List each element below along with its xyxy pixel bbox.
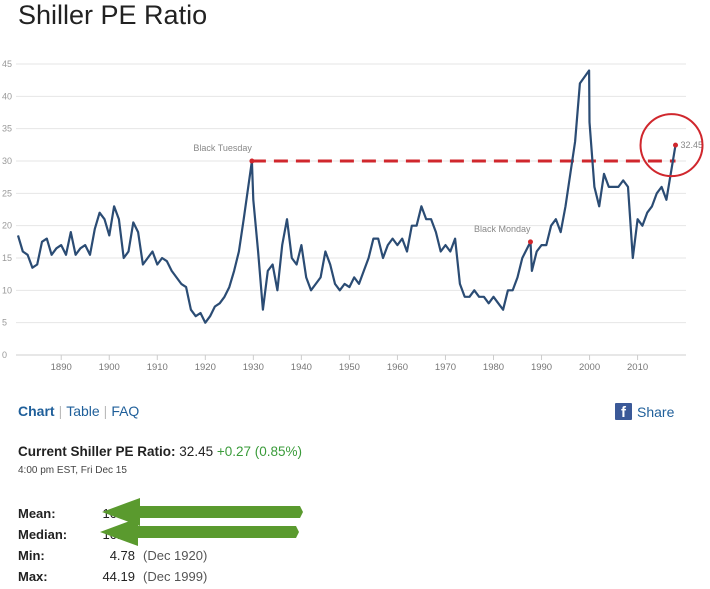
x-tick-label: 1990 (531, 362, 552, 373)
y-tick-label: 20 (2, 221, 12, 231)
current-pe-value: 32.45 (179, 444, 214, 459)
x-tick-label: 2010 (627, 362, 648, 373)
y-tick-label: 45 (2, 59, 12, 69)
stat-row-mean: Mean: 16.80 (18, 503, 207, 524)
y-tick-label: 15 (2, 253, 12, 263)
x-tick-label: 1970 (435, 362, 456, 373)
annotation-point (249, 158, 255, 164)
x-tick-label: 1910 (147, 362, 168, 373)
stat-date: (Dec 1999) (143, 569, 208, 584)
chart-tabs: Chart | Table | FAQ (18, 403, 139, 419)
share-button[interactable]: f Share (615, 403, 674, 420)
y-tick-label: 40 (2, 91, 12, 101)
y-tick-label: 35 (2, 124, 12, 134)
x-tick-label: 1900 (99, 362, 120, 373)
x-tick-label: 1920 (195, 362, 216, 373)
stats-table: Mean: 16.80 Median: 16.15 Min: 4.78 (Dec… (18, 503, 207, 587)
x-tick-label: 1950 (339, 362, 360, 373)
stat-date: (Dec 1920) (143, 548, 208, 563)
x-tick-label: 1960 (387, 362, 408, 373)
annotation-label: 32.45 (681, 140, 704, 150)
y-tick-label: 5 (2, 318, 7, 328)
current-pe: Current Shiller PE Ratio: 32.45 +0.27 (0… (18, 444, 302, 459)
stat-label: Median: (18, 527, 68, 542)
current-pe-label: Current Shiller PE Ratio: (18, 444, 176, 459)
stat-value: 4.78 (109, 548, 135, 563)
x-tick-label: 1940 (291, 362, 312, 373)
pe-line (16, 69, 677, 324)
chart-annotations: Black Tuesday Black Monday 32.45 (193, 113, 704, 245)
tab-separator: | (103, 403, 108, 419)
tab-faq[interactable]: FAQ (111, 403, 140, 419)
chart-grid (16, 63, 686, 360)
tab-separator: | (58, 403, 63, 419)
y-tick-label: 0 (2, 350, 7, 360)
facebook-icon: f (615, 403, 632, 420)
stat-label: Mean: (18, 506, 56, 521)
pe-series (16, 69, 677, 324)
annotation-point (527, 239, 533, 245)
annotation-label: Black Monday (474, 224, 531, 234)
y-tick-label: 25 (2, 188, 12, 198)
stat-row-median: Median: 16.15 (18, 524, 207, 545)
stat-label: Min: (18, 548, 45, 563)
share-label: Share (637, 403, 675, 420)
timestamp: 4:00 pm EST, Fri Dec 15 (18, 465, 127, 476)
stat-label: Max: (18, 569, 48, 584)
current-pe-change: +0.27 (0.85%) (216, 444, 303, 459)
tab-table[interactable]: Table (66, 403, 100, 419)
x-tick-label: 1890 (51, 362, 72, 373)
stat-value: 44.19 (102, 569, 135, 584)
stat-row-max: Max: 44.19 (Dec 1999) (18, 566, 207, 587)
stat-value: 16.80 (102, 506, 135, 521)
annotation-label: Black Tuesday (193, 143, 252, 153)
x-tick-label: 1930 (243, 362, 264, 373)
stat-row-min: Min: 4.78 (Dec 1920) (18, 545, 207, 566)
page-title: Shiller PE Ratio (18, 0, 208, 30)
x-tick-label: 1980 (483, 362, 504, 373)
annotation-point (673, 142, 679, 148)
y-tick-label: 30 (2, 156, 12, 166)
x-tick-label: 2000 (579, 362, 600, 373)
highlight-circle (639, 113, 704, 178)
x-axis-labels: 1890 1900 1910 1920 1930 1940 1950 1960 1970 1980… (51, 362, 648, 373)
y-tick-label: 10 (2, 285, 12, 295)
y-axis-labels: 0 5 10 15 20 25 30 35 40 45 (2, 59, 12, 360)
stat-value: 16.15 (102, 527, 135, 542)
tab-chart[interactable]: Chart (18, 403, 55, 419)
